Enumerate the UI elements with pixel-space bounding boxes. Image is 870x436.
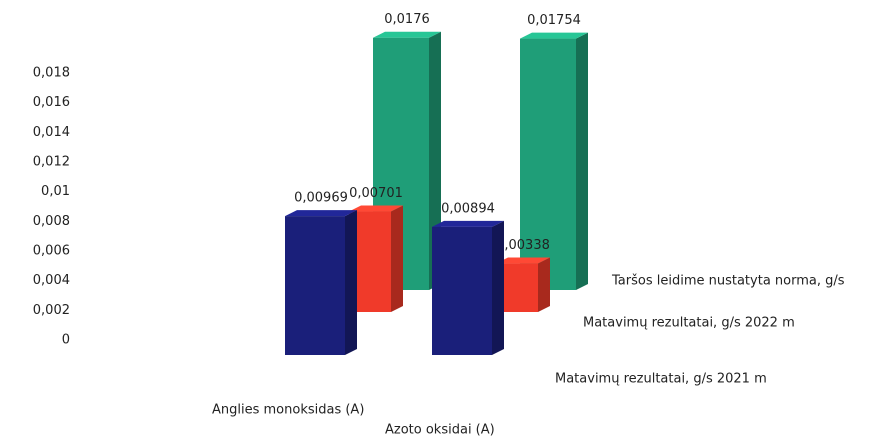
value-label: 0,0176 [384, 12, 430, 27]
y-tick-label: 0,008 [33, 214, 70, 229]
value-label: 0,00701 [349, 186, 403, 201]
value-label: 0,01754 [527, 13, 581, 28]
bar-top [285, 210, 357, 217]
bar [520, 38, 576, 290]
bar [285, 216, 345, 355]
bar-side [492, 220, 504, 355]
y-tick-label: 0,002 [33, 303, 70, 318]
y-tick-label: 0,01 [41, 184, 70, 199]
bar-side [576, 32, 588, 291]
value-label: 0,00969 [294, 191, 348, 206]
y-tick-label: 0,018 [33, 66, 70, 81]
bar-top [520, 32, 588, 39]
bar-top [349, 205, 403, 212]
bar [432, 226, 492, 355]
bar-top [496, 257, 550, 264]
y-tick-label: 0,014 [33, 125, 70, 140]
y-tick-label: 0,012 [33, 155, 70, 170]
y-tick-label: 0,016 [33, 95, 70, 110]
value-label: 0,00894 [441, 201, 495, 216]
legend-label: Taršos leidime nustatyta norma, g/s [611, 274, 845, 289]
y-tick-label: 0 [62, 333, 70, 348]
y-tick-label: 0,006 [33, 244, 70, 259]
x-tick-label: Azoto oksidai (A) [385, 423, 495, 436]
legend-label: Matavimų rezultatai, g/s 2021 m [555, 372, 767, 387]
bar-side [538, 257, 550, 312]
y-tick-label: 0,004 [33, 273, 70, 288]
bar-top [373, 31, 441, 38]
bar-side [391, 205, 403, 312]
bar-side [345, 210, 357, 355]
x-tick-label: Anglies monoksidas (A) [212, 403, 364, 418]
legend-label: Matavimų rezultatai, g/s 2022 m [583, 316, 795, 331]
bar-top [432, 220, 504, 227]
value-label: 0,00338 [496, 238, 550, 253]
